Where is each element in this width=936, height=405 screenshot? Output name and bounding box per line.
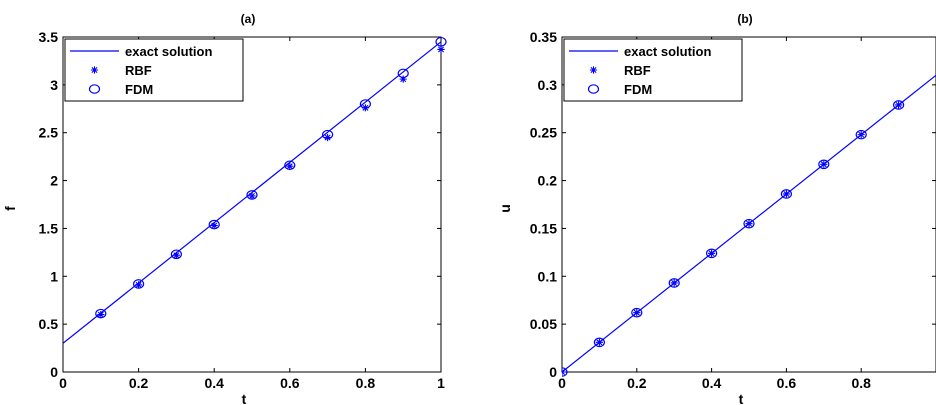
y-tick-label: 0.2 bbox=[538, 173, 558, 189]
plot-frame bbox=[62, 36, 442, 373]
rbf-point bbox=[437, 45, 445, 54]
x-tick-label: 0.6 bbox=[280, 375, 300, 391]
fdm-point bbox=[246, 190, 258, 200]
legend-entry-label: RBF bbox=[125, 63, 152, 78]
legend: exact solution RBF FDM bbox=[563, 38, 743, 102]
rbf-point bbox=[820, 160, 828, 168]
rbf-point bbox=[595, 338, 603, 346]
fdm-point bbox=[95, 308, 107, 319]
legend-entry-label: FDM bbox=[125, 82, 153, 97]
series-layer bbox=[63, 36, 447, 344]
rbf-point bbox=[708, 249, 716, 257]
x-tick-label: 1 bbox=[437, 375, 445, 391]
y-tick-label: 0.15 bbox=[530, 220, 557, 236]
rbf-point bbox=[210, 221, 218, 230]
fdm-point bbox=[705, 248, 718, 259]
fdm-point bbox=[562, 367, 568, 377]
rbf-point bbox=[633, 309, 641, 317]
chart-panel-2: 0 0.2 0.4 0.6 0.8 0 0.05 0.1 0.15 0.2 0.25 0.3 0.35 (… bbox=[497, 12, 936, 405]
chart-panel-1: 0 0.2 0.4 0.6 0.8 1 0 0.5 1 1.5 2 2.5 3 3.5 (a) t f exact… bbox=[2, 12, 447, 405]
y-tick-label: 1.5 bbox=[39, 220, 59, 236]
legend-fdm-marker bbox=[88, 84, 101, 94]
legend-rbf-marker bbox=[90, 66, 99, 74]
x-tick-label: 0 bbox=[59, 375, 67, 391]
legend-entry-label: RBF bbox=[624, 63, 651, 78]
y-tick-label: 0.35 bbox=[530, 29, 557, 45]
fdm-point bbox=[855, 129, 867, 140]
rbf-point bbox=[286, 162, 294, 170]
y-tick-label: 2.5 bbox=[39, 125, 59, 141]
rbf-point bbox=[745, 220, 753, 228]
rbf-point bbox=[399, 75, 407, 83]
chart-title: (b) bbox=[737, 12, 752, 26]
y-tick-label: 0.3 bbox=[538, 77, 558, 93]
x-axis-label: t bbox=[242, 391, 247, 405]
rbf-point bbox=[324, 133, 332, 142]
chart-title: (a) bbox=[241, 12, 256, 26]
rbf-point bbox=[857, 131, 865, 139]
fdm-point bbox=[208, 219, 220, 230]
fdm-point bbox=[780, 189, 793, 199]
rbf-point bbox=[782, 190, 790, 198]
y-tick-label: 1 bbox=[50, 268, 58, 284]
rbf-point bbox=[135, 281, 143, 289]
x-tick-label: 0.4 bbox=[702, 375, 722, 391]
legend-fdm-marker bbox=[587, 84, 600, 94]
rbf-point bbox=[895, 101, 903, 109]
fdm-point bbox=[892, 100, 905, 110]
plot-frame bbox=[561, 36, 936, 373]
fdm-point bbox=[133, 279, 145, 289]
x-tick-label: 0.2 bbox=[627, 375, 647, 391]
x-axis-label: t bbox=[739, 391, 744, 405]
rbf-point bbox=[248, 192, 256, 200]
y-tick-label: 0.25 bbox=[530, 125, 557, 141]
rbf-point bbox=[97, 310, 105, 319]
legend-entry-label: exact solution bbox=[125, 44, 212, 59]
fdm-point bbox=[359, 99, 371, 109]
x-tick-label: 0.2 bbox=[129, 375, 149, 391]
y-tick-label: 0.05 bbox=[530, 316, 557, 332]
legend-entry-label: exact solution bbox=[624, 44, 711, 59]
y-tick-label: 0.1 bbox=[538, 268, 558, 284]
fdm-point bbox=[743, 218, 755, 229]
fdm-point bbox=[284, 160, 296, 171]
x-tick-label: 0.6 bbox=[777, 375, 797, 391]
y-tick-label: 3.5 bbox=[39, 29, 59, 45]
fdm-point bbox=[170, 249, 182, 260]
y-axis-label: u bbox=[497, 204, 513, 213]
fdm-point bbox=[435, 36, 447, 47]
y-tick-label: 2 bbox=[50, 173, 58, 189]
fdm-point bbox=[593, 337, 606, 348]
series-layer bbox=[562, 74, 936, 377]
fdm-point bbox=[322, 129, 334, 140]
x-tick-label: 0 bbox=[558, 375, 566, 391]
legend: exact solution RBF FDM bbox=[64, 38, 244, 102]
x-tick-label: 0.4 bbox=[204, 375, 224, 391]
y-axis-label: f bbox=[2, 206, 18, 211]
y-tick-label: 0.5 bbox=[39, 316, 59, 332]
fdm-point bbox=[818, 159, 830, 170]
y-tick-label: 0 bbox=[50, 364, 58, 380]
y-tick-label: 3 bbox=[50, 77, 58, 93]
rbf-point bbox=[670, 279, 678, 287]
rbf-point bbox=[172, 251, 180, 259]
legend-rbf-marker bbox=[589, 66, 598, 74]
legend-entry-label: FDM bbox=[624, 82, 652, 97]
fdm-point bbox=[397, 68, 409, 79]
fdm-point bbox=[631, 307, 643, 318]
fdm-point bbox=[668, 278, 680, 288]
x-tick-label: 0.8 bbox=[356, 375, 376, 391]
y-tick-label: 0 bbox=[549, 364, 557, 380]
x-tick-label: 0.8 bbox=[851, 375, 871, 391]
